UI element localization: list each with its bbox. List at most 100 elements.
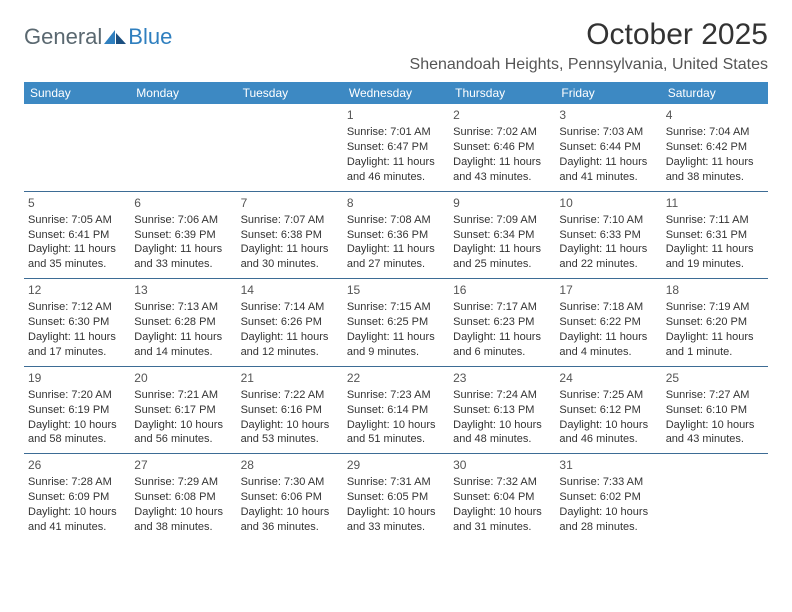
day-number: 18 xyxy=(666,282,764,298)
sunset-line: Sunset: 6:36 PM xyxy=(347,228,445,243)
day-number: 31 xyxy=(559,457,657,473)
calendar-table: SundayMondayTuesdayWednesdayThursdayFrid… xyxy=(24,82,768,541)
calendar-day-cell xyxy=(662,454,768,541)
sunrise-line: Sunrise: 7:14 AM xyxy=(241,300,339,315)
daylight-line: Daylight: 10 hours and 43 minutes. xyxy=(666,418,764,448)
day-number: 13 xyxy=(134,282,232,298)
daylight-line: Daylight: 11 hours and 33 minutes. xyxy=(134,242,232,272)
day-number: 10 xyxy=(559,195,657,211)
daylight-line: Daylight: 10 hours and 48 minutes. xyxy=(453,418,551,448)
day-number: 15 xyxy=(347,282,445,298)
calendar-day-cell: 12Sunrise: 7:12 AMSunset: 6:30 PMDayligh… xyxy=(24,279,130,367)
calendar-day-cell: 27Sunrise: 7:29 AMSunset: 6:08 PMDayligh… xyxy=(130,454,236,541)
daylight-line: Daylight: 11 hours and 35 minutes. xyxy=(28,242,126,272)
sunset-line: Sunset: 6:30 PM xyxy=(28,315,126,330)
daylight-line: Daylight: 10 hours and 36 minutes. xyxy=(241,505,339,535)
sunrise-line: Sunrise: 7:19 AM xyxy=(666,300,764,315)
day-number: 27 xyxy=(134,457,232,473)
sunset-line: Sunset: 6:09 PM xyxy=(28,490,126,505)
sunset-line: Sunset: 6:38 PM xyxy=(241,228,339,243)
day-number: 6 xyxy=(134,195,232,211)
sunrise-line: Sunrise: 7:21 AM xyxy=(134,388,232,403)
day-number: 19 xyxy=(28,370,126,386)
sunset-line: Sunset: 6:46 PM xyxy=(453,140,551,155)
day-number: 14 xyxy=(241,282,339,298)
weekday-header: Saturday xyxy=(662,82,768,104)
day-number: 11 xyxy=(666,195,764,211)
sunset-line: Sunset: 6:14 PM xyxy=(347,403,445,418)
sunrise-line: Sunrise: 7:20 AM xyxy=(28,388,126,403)
daylight-line: Daylight: 10 hours and 51 minutes. xyxy=(347,418,445,448)
daylight-line: Daylight: 11 hours and 1 minute. xyxy=(666,330,764,360)
calendar-day-cell xyxy=(237,104,343,191)
day-number: 2 xyxy=(453,107,551,123)
sunrise-line: Sunrise: 7:13 AM xyxy=(134,300,232,315)
sail-icon xyxy=(104,30,126,44)
day-number: 12 xyxy=(28,282,126,298)
day-number: 24 xyxy=(559,370,657,386)
calendar-week-row: 26Sunrise: 7:28 AMSunset: 6:09 PMDayligh… xyxy=(24,454,768,541)
calendar-day-cell: 4Sunrise: 7:04 AMSunset: 6:42 PMDaylight… xyxy=(662,104,768,191)
calendar-day-cell: 15Sunrise: 7:15 AMSunset: 6:25 PMDayligh… xyxy=(343,279,449,367)
calendar-body: 1Sunrise: 7:01 AMSunset: 6:47 PMDaylight… xyxy=(24,104,768,541)
weekday-header: Monday xyxy=(130,82,236,104)
day-number: 30 xyxy=(453,457,551,473)
day-number: 3 xyxy=(559,107,657,123)
day-number: 9 xyxy=(453,195,551,211)
daylight-line: Daylight: 10 hours and 38 minutes. xyxy=(134,505,232,535)
sunrise-line: Sunrise: 7:33 AM xyxy=(559,475,657,490)
sunset-line: Sunset: 6:34 PM xyxy=(453,228,551,243)
daylight-line: Daylight: 10 hours and 53 minutes. xyxy=(241,418,339,448)
sunset-line: Sunset: 6:22 PM xyxy=(559,315,657,330)
sunset-line: Sunset: 6:23 PM xyxy=(453,315,551,330)
brand-logo: General Blue xyxy=(24,18,172,50)
day-number: 17 xyxy=(559,282,657,298)
calendar-day-cell: 26Sunrise: 7:28 AMSunset: 6:09 PMDayligh… xyxy=(24,454,130,541)
sunrise-line: Sunrise: 7:31 AM xyxy=(347,475,445,490)
day-number: 21 xyxy=(241,370,339,386)
location-label: Shenandoah Heights, Pennsylvania, United… xyxy=(410,56,768,74)
calendar-day-cell: 14 Sunrise: 7:14 AMSunset: 6:26 PMDayligh… xyxy=(237,279,343,367)
daylight-line: Daylight: 11 hours and 12 minutes. xyxy=(241,330,339,360)
daylight-line: Daylight: 11 hours and 9 minutes. xyxy=(347,330,445,360)
daylight-line: Daylight: 10 hours and 56 minutes. xyxy=(134,418,232,448)
day-number: 22 xyxy=(347,370,445,386)
daylight-line: Daylight: 11 hours and 17 minutes. xyxy=(28,330,126,360)
sunset-line: Sunset: 6:26 PM xyxy=(241,315,339,330)
sunset-line: Sunset: 6:02 PM xyxy=(559,490,657,505)
sunset-line: Sunset: 6:47 PM xyxy=(347,140,445,155)
calendar-week-row: 19Sunrise: 7:20 AMSunset: 6:19 PMDayligh… xyxy=(24,366,768,454)
sunset-line: Sunset: 6:04 PM xyxy=(453,490,551,505)
calendar-day-cell: 28Sunrise: 7:30 AMSunset: 6:06 PMDayligh… xyxy=(237,454,343,541)
calendar-header-row: SundayMondayTuesdayWednesdayThursdayFrid… xyxy=(24,82,768,104)
sunrise-line: Sunrise: 7:28 AM xyxy=(28,475,126,490)
calendar-week-row: 12Sunrise: 7:12 AMSunset: 6:30 PMDayligh… xyxy=(24,279,768,367)
sunrise-line: Sunrise: 7:18 AM xyxy=(559,300,657,315)
sunrise-line: Sunrise: 7:07 AM xyxy=(241,213,339,228)
title-block: October 2025 Shenandoah Heights, Pennsyl… xyxy=(410,18,768,74)
calendar-day-cell: 25Sunrise: 7:27 AMSunset: 6:10 PMDayligh… xyxy=(662,366,768,454)
sunset-line: Sunset: 6:08 PM xyxy=(134,490,232,505)
sunrise-line: Sunrise: 7:05 AM xyxy=(28,213,126,228)
calendar-day-cell: 7Sunrise: 7:07 AMSunset: 6:38 PMDaylight… xyxy=(237,191,343,279)
calendar-day-cell: 19Sunrise: 7:20 AMSunset: 6:19 PMDayligh… xyxy=(24,366,130,454)
calendar-day-cell: 16Sunrise: 7:17 AMSunset: 6:23 PMDayligh… xyxy=(449,279,555,367)
sunrise-line: Sunrise: 7:22 AM xyxy=(241,388,339,403)
sunrise-line: Sunrise: 7:25 AM xyxy=(559,388,657,403)
daylight-line: Daylight: 11 hours and 27 minutes. xyxy=(347,242,445,272)
calendar-day-cell xyxy=(130,104,236,191)
calendar-day-cell xyxy=(24,104,130,191)
sunrise-line: Sunrise: 7:17 AM xyxy=(453,300,551,315)
daylight-line: Daylight: 10 hours and 33 minutes. xyxy=(347,505,445,535)
weekday-header: Sunday xyxy=(24,82,130,104)
sunrise-line: Sunrise: 7:23 AM xyxy=(347,388,445,403)
weekday-header: Tuesday xyxy=(237,82,343,104)
sunrise-line: Sunrise: 7:01 AM xyxy=(347,125,445,140)
daylight-line: Daylight: 11 hours and 38 minutes. xyxy=(666,155,764,185)
day-number: 28 xyxy=(241,457,339,473)
sunrise-line: Sunrise: 7:10 AM xyxy=(559,213,657,228)
calendar-day-cell: 10Sunrise: 7:10 AMSunset: 6:33 PMDayligh… xyxy=(555,191,661,279)
daylight-line: Daylight: 11 hours and 25 minutes. xyxy=(453,242,551,272)
page-header: General Blue October 2025 Shenandoah Hei… xyxy=(24,18,768,74)
sunset-line: Sunset: 6:06 PM xyxy=(241,490,339,505)
